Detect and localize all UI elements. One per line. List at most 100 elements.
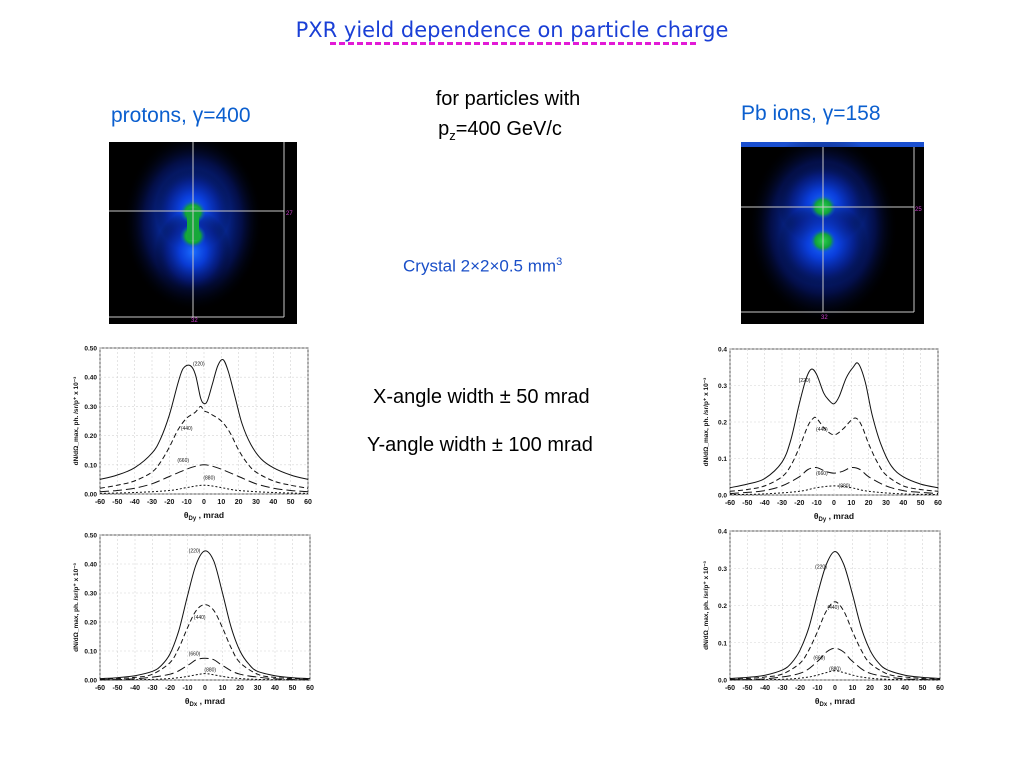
- x-tick-label: -20: [164, 499, 174, 506]
- series-label: (660): [189, 651, 201, 657]
- y-tick-label: 0.50: [84, 346, 97, 353]
- momentum-value: =400 GeV/c: [455, 118, 562, 140]
- x-tick-label: -60: [95, 499, 105, 506]
- x-tick-label: 60: [936, 685, 944, 692]
- series-label: (880): [203, 475, 215, 481]
- series-line: [99, 405, 309, 489]
- x-tick-label: 50: [917, 500, 925, 507]
- series-line: [729, 416, 939, 492]
- x-tick-label: 30: [254, 685, 262, 692]
- h-marker: 27: [286, 211, 293, 217]
- y-axis-label: dN/dΩ_max, ph. /sr/p⁺ x 10⁻³: [73, 562, 80, 651]
- series-line: [729, 362, 939, 489]
- x-tick-label: 30: [252, 499, 260, 506]
- x-tick-label: -60: [725, 500, 735, 507]
- pb-heatmap-image: 25 32: [741, 142, 924, 324]
- series-line: [99, 550, 311, 680]
- slide-title: PXR yield dependence on particle charge: [295, 18, 729, 42]
- series-label: (880): [204, 667, 216, 673]
- y-tick-label: 0.10: [84, 462, 97, 469]
- title-underline: [330, 42, 696, 45]
- series-line: [729, 550, 941, 679]
- y-tick-label: 0.0: [718, 493, 727, 500]
- y-tick-label: 0.2: [718, 420, 727, 427]
- chart-protons-dx: -60 -50 -40 -30 -20 -10 0 10 20 30 40 50 60 0.00 0.10 0…: [73, 533, 314, 709]
- y-tick-label: 0.4: [718, 529, 727, 536]
- x-tick-label: 0: [203, 685, 207, 692]
- series-label: (440): [181, 426, 193, 432]
- x-tick-label: 40: [269, 499, 277, 506]
- series-label: (440): [194, 615, 206, 621]
- x-tick-label: -40: [130, 685, 140, 692]
- series-line: [99, 359, 309, 480]
- x-tick-label: -30: [777, 500, 787, 507]
- y-tick-label: 0.30: [84, 591, 97, 598]
- y-tick-label: 0.2: [718, 603, 727, 610]
- x-tick-label: 20: [236, 685, 244, 692]
- series-line: [99, 657, 311, 681]
- x-tick-label: -10: [812, 685, 822, 692]
- y-tick-label: 0.40: [84, 562, 97, 569]
- series-label: (220): [799, 378, 811, 384]
- x-tick-label: -40: [130, 499, 140, 506]
- crystal-dimensions: Crystal 2×2×0.5 mm3: [403, 256, 562, 277]
- x-tick-label: 30: [882, 500, 890, 507]
- series-label: (660): [177, 458, 189, 464]
- y-axis-label: dN/dΩ_max, ph. /sr/p⁺ x 10⁻³: [73, 376, 80, 465]
- x-angle-width: X-angle width ± 50 mrad: [373, 386, 590, 408]
- y-axis-label: dN/dΩ_max, ph. /sr/p⁺ x 10⁻³: [703, 377, 710, 466]
- series-label: (220): [193, 362, 205, 368]
- x-tick-label: 10: [849, 685, 857, 692]
- x-tick-label: -60: [725, 685, 735, 692]
- x-tick-label: 10: [219, 685, 227, 692]
- series-line: [729, 467, 939, 494]
- y-tick-label: 0.0: [718, 678, 727, 685]
- center-text-line2: pz=400 GeV/c: [380, 118, 620, 143]
- x-tick-label: -60: [95, 685, 105, 692]
- series-label: (220): [189, 548, 201, 554]
- x-tick-label: -50: [742, 685, 752, 692]
- momentum-subscript: z: [449, 128, 456, 143]
- y-tick-label: 0.10: [84, 649, 97, 656]
- series-label: (880): [829, 667, 841, 673]
- protons-heatmap-image: 27 32: [109, 142, 297, 324]
- x-tick-label: 60: [934, 500, 942, 507]
- pb-ions-label: Pb ions, γ=158: [741, 102, 881, 125]
- y-angle-width: Y-angle width ± 100 mrad: [367, 434, 593, 456]
- x-tick-label: 0: [202, 499, 206, 506]
- x-tick-label: 60: [304, 499, 312, 506]
- x-tick-label: 50: [287, 499, 295, 506]
- x-tick-label: -10: [812, 500, 822, 507]
- x-tick-label: 60: [306, 685, 314, 692]
- x-tick-label: 40: [271, 685, 279, 692]
- series-label: (440): [816, 427, 828, 433]
- x-tick-label: -50: [112, 685, 122, 692]
- protons-heatmap: 27 32: [109, 142, 297, 324]
- x-tick-label: -30: [777, 685, 787, 692]
- x-tick-label: 0: [833, 685, 837, 692]
- x-tick-label: 40: [899, 500, 907, 507]
- v-marker: 32: [821, 315, 828, 321]
- series-label: (440): [827, 605, 839, 611]
- x-tick-label: 50: [289, 685, 297, 692]
- x-tick-label: 30: [884, 685, 892, 692]
- series-label: (220): [815, 564, 827, 570]
- pb-heatmap: 25 32: [741, 142, 924, 324]
- y-tick-label: 0.30: [84, 404, 97, 411]
- x-tick-label: -30: [147, 685, 157, 692]
- chart-pb-dy: -60 -50 -40 -30 -20 -10 0 10 20 30 40 50 60 0.0 0.1 0.2…: [703, 347, 942, 524]
- x-tick-label: 20: [865, 500, 873, 507]
- x-tick-label: 20: [235, 499, 243, 506]
- x-tick-label: -10: [182, 499, 192, 506]
- x-axis-label: θDy , mrad: [184, 510, 224, 522]
- x-axis-label: θDx , mrad: [815, 696, 855, 708]
- y-tick-label: 0.20: [84, 620, 97, 627]
- y-tick-label: 0.40: [84, 375, 97, 382]
- y-tick-label: 0.1: [718, 456, 727, 463]
- x-tick-label: -20: [165, 685, 175, 692]
- protons-label: protons, γ=400: [111, 104, 251, 127]
- series-label: (660): [813, 656, 825, 662]
- y-axis-label: dN/dΩ_max, ph. /sr/p⁺ x 10⁻³: [703, 560, 710, 649]
- series-line: [99, 464, 309, 493]
- y-tick-label: 0.00: [84, 492, 97, 499]
